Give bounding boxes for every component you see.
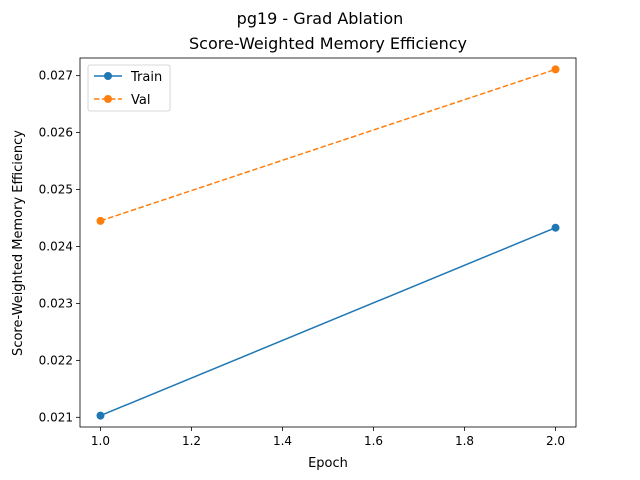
x-tick-label: 1.0 [91,434,110,448]
y-tick-label: 0.021 [39,410,73,424]
x-tick-label: 2.0 [546,434,565,448]
x-tick-label: 1.6 [364,434,383,448]
legend-label-val: Val [131,93,150,108]
plot-area: 1.0 1.2 1.4 1.6 1.8 2.0 0.021 0.022 0.023 0.024 0.… [39,57,577,448]
y-tick-label: 0.022 [39,353,73,367]
series-line-train [100,227,556,417]
y-tick-label: 0.024 [39,239,73,253]
chart-title: Score-Weighted Memory Efficiency [189,34,467,53]
x-tick-label: 1.2 [182,434,201,448]
legend: Train Val [87,64,171,112]
y-tick-label: 0.025 [39,183,73,197]
data-point-train [96,411,105,420]
chart-suptitle: pg19 - Grad Ablation [237,9,404,28]
y-tick-label: 0.023 [39,296,73,310]
data-point-val [96,216,105,225]
x-tick-label: 1.8 [455,434,474,448]
data-point-val [551,65,560,74]
y-axis-label: Score-Weighted Memory Efficiency [11,130,26,356]
legend-marker-train [104,72,112,80]
x-tick-label: 1.4 [273,434,292,448]
data-point-train [551,223,560,232]
y-tick-label: 0.027 [39,69,73,83]
x-axis-label: Epoch [308,456,348,471]
legend-label-train: Train [130,70,162,85]
y-tick-label: 0.026 [39,126,73,140]
legend-marker-val [104,95,112,103]
axes-frame [79,57,577,428]
